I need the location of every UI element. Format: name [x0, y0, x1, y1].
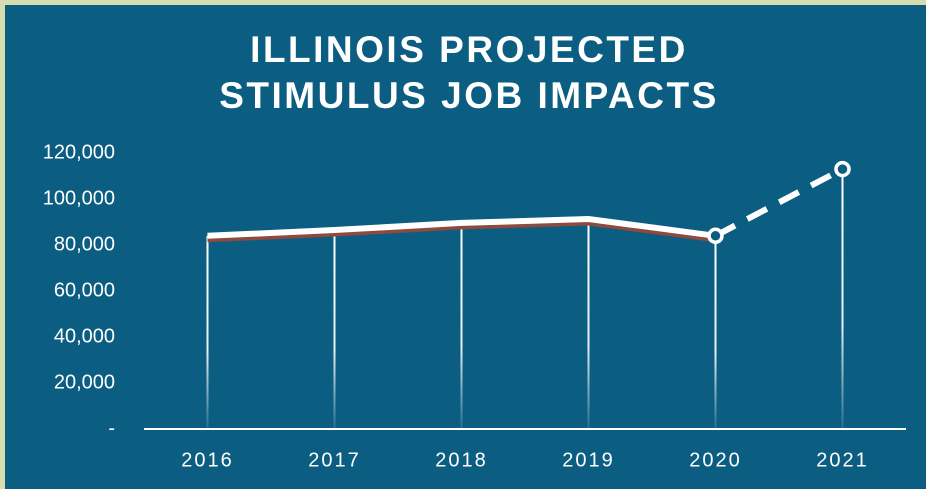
x-tick-label: 2018 [435, 449, 488, 471]
marker [834, 160, 851, 178]
drop-line [841, 169, 844, 429]
chart-title: STIMULUS JOB IMPACTS [219, 75, 719, 116]
y-tick-label: 40,000 [54, 325, 115, 347]
line [207, 216, 716, 239]
drop-line [206, 235, 209, 429]
line-shadow [207, 220, 716, 243]
y-tick-label: - [108, 417, 115, 439]
chart: ILLINOIS PROJECTED STIMULUS JOB IMPACTS … [5, 5, 926, 489]
line [714, 166, 844, 239]
x-tick-label: 2019 [562, 449, 615, 471]
x-tick-label: 2020 [689, 449, 742, 471]
y-tick-label: 60,000 [54, 279, 115, 301]
y-tick-label: 120,000 [43, 141, 115, 163]
x-tick-label: 2017 [308, 449, 361, 471]
drop-line [460, 222, 463, 429]
x-tick-label: 2021 [816, 449, 869, 471]
y-tick-label: 80,000 [54, 233, 115, 255]
drop-line [714, 235, 717, 429]
drop-line [333, 230, 336, 429]
drop-line [587, 219, 590, 429]
background [5, 5, 926, 489]
y-tick-label: 20,000 [54, 371, 115, 393]
marker [707, 227, 724, 245]
chart-title: ILLINOIS PROJECTED [250, 29, 688, 70]
y-tick-label: 100,000 [43, 187, 115, 209]
x-tick-label: 2016 [181, 449, 234, 471]
